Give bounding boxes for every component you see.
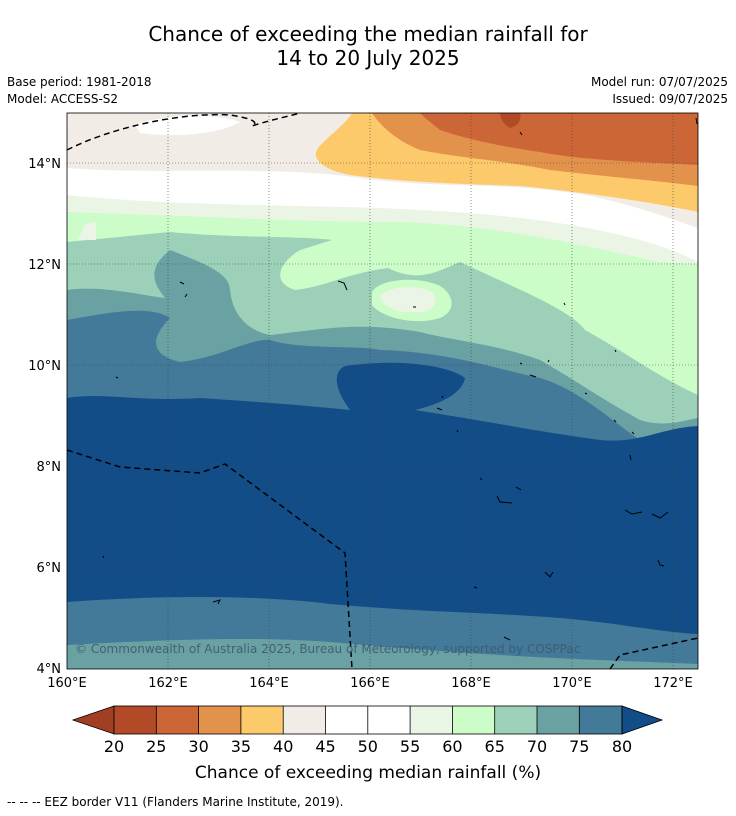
lat-axis: 14°N 12°N 10°N 8°N 6°N 4°N <box>28 157 61 677</box>
lon-label: 168°E <box>451 676 491 691</box>
colorbar-tick: 70 <box>527 737 547 756</box>
colorbar-segment <box>367 706 411 734</box>
colorbar-segment <box>494 706 537 734</box>
band-55-60-spot <box>78 222 96 240</box>
colorbar-tick: 45 <box>315 737 335 756</box>
lon-label: 164°E <box>249 676 289 691</box>
model-name: Model: ACCESS-S2 <box>7 92 119 106</box>
colorbar-arrow-low <box>71 705 115 735</box>
meta-right: Model run: 07/07/2025 Issued: 09/07/2025 <box>591 74 728 108</box>
colorbar-segment <box>579 706 622 734</box>
meta-left: Base period: 1981-2018 Model: ACCESS-S2 <box>7 74 152 108</box>
band-45-55-north <box>135 115 240 136</box>
lat-label: 8°N <box>37 460 62 475</box>
lon-label: 162°E <box>148 676 188 691</box>
colorbar-arrow-high <box>621 705 664 735</box>
colorbar-tick: 35 <box>231 737 251 756</box>
colorbar-segment <box>198 706 241 734</box>
lat-label: 14°N <box>28 157 61 172</box>
colorbar-label: Chance of exceeding median rainfall (%) <box>195 763 541 783</box>
colorbar-tick: 75 <box>569 737 589 756</box>
base-period: Base period: 1981-2018 <box>7 75 152 89</box>
map-gridlines <box>67 113 698 669</box>
lon-axis: 160°E 162°E 164°E 166°E 168°E 170°E 172°… <box>47 676 693 691</box>
lon-label: 166°E <box>350 676 390 691</box>
eez-footnote: -- -- -- EEZ border V11 (Flanders Marine… <box>7 795 344 809</box>
band-25-30 <box>420 113 698 165</box>
colorbar-segment <box>114 706 157 734</box>
colorbar-segment <box>283 706 326 734</box>
colorbar-tick: 50 <box>358 737 378 756</box>
colorbar-tick: 80 <box>612 737 632 756</box>
colorbar-tick: 65 <box>485 737 505 756</box>
map-plot-area: © Commonwealth of Australia 2025, Bureau… <box>67 113 698 669</box>
issued-date: Issued: 09/07/2025 <box>612 92 728 106</box>
map-frame <box>66 112 699 670</box>
colorbar-tick: 20 <box>104 737 124 756</box>
colorbar-segment <box>325 706 368 734</box>
lon-label: 160°E <box>47 676 87 691</box>
colorbar-segment <box>537 706 580 734</box>
colorbar-segment <box>452 706 495 734</box>
colorbar-tick: 55 <box>400 737 420 756</box>
lat-label: 4°N <box>37 662 62 677</box>
band-70-75-south <box>67 638 698 669</box>
colorbar-tick: 60 <box>442 737 462 756</box>
colorbar-segment <box>410 706 453 734</box>
colorbar-tick: 40 <box>273 737 293 756</box>
model-run: Model run: 07/07/2025 <box>590 75 728 89</box>
band-20-25 <box>500 113 521 128</box>
colorbar-segment <box>240 706 284 734</box>
copyright-watermark: © Commonwealth of Australia 2025, Bureau… <box>75 642 580 656</box>
lat-label: 6°N <box>37 561 62 576</box>
lon-label: 172°E <box>653 676 693 691</box>
lat-label: 12°N <box>28 258 61 273</box>
lat-label: 10°N <box>28 359 61 374</box>
islands <box>102 117 698 641</box>
title-line-1: Chance of exceeding the median rainfall … <box>148 22 588 46</box>
colorbar-tick: 30 <box>188 737 208 756</box>
band-gt80 <box>67 362 698 669</box>
colorbar-segment <box>156 706 199 734</box>
title-line-2: 14 to 20 July 2025 <box>276 46 460 70</box>
band-55-60-inner <box>380 287 436 313</box>
eez-border <box>67 113 698 669</box>
lon-label: 170°E <box>552 676 592 691</box>
colorbar-tick: 25 <box>146 737 166 756</box>
colorbar: 20 25 30 35 40 45 50 55 60 65 70 75 80 C… <box>71 705 664 783</box>
chart-title: Chance of exceeding the median rainfall … <box>0 22 736 70</box>
colorbar-ticks: 20 25 30 35 40 45 50 55 60 65 70 75 80 <box>104 737 632 756</box>
